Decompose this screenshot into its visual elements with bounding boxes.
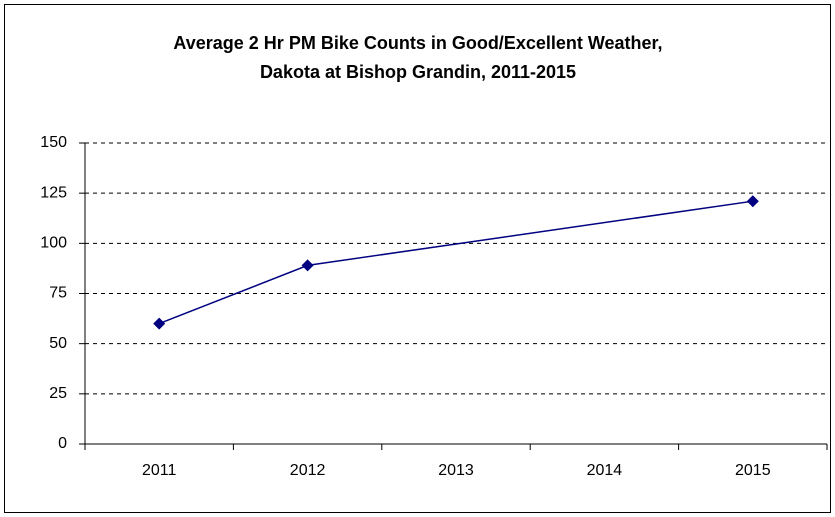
y-tick-label: 75 [49, 285, 67, 302]
chart-title: Average 2 Hr PM Bike Counts in Good/Exce… [173, 33, 662, 53]
x-tick-label: 2011 [142, 462, 177, 479]
x-tick-label: 2014 [587, 462, 623, 479]
chart-title: Dakota at Bishop Grandin, 2011-2015 [260, 62, 576, 82]
x-tick-label: 2012 [290, 462, 326, 479]
data-point [153, 317, 166, 330]
data-point [746, 195, 759, 208]
y-tick-label: 0 [58, 435, 67, 452]
y-tick-label: 125 [40, 184, 67, 201]
data-point [301, 259, 314, 272]
x-tick-label: 2013 [438, 462, 474, 479]
chart-border [4, 4, 831, 513]
y-tick-label: 25 [49, 385, 67, 402]
x-tick-label: 2015 [735, 462, 771, 479]
y-tick-label: 150 [40, 134, 67, 151]
y-tick-label: 50 [49, 335, 67, 352]
y-tick-label: 100 [40, 235, 67, 252]
